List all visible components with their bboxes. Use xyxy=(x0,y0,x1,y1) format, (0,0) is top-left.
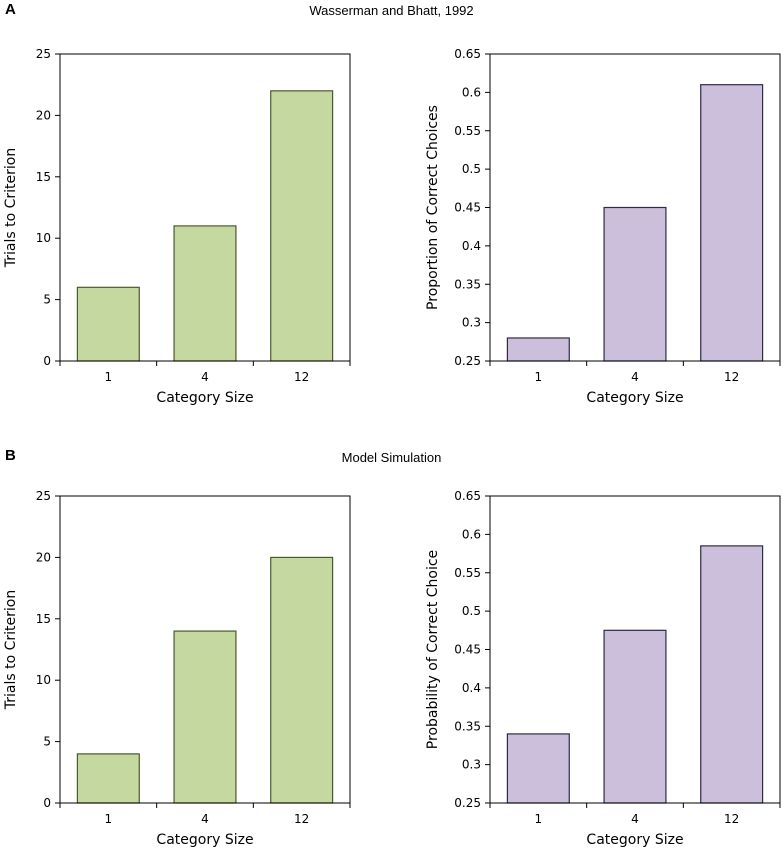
bar-b-trials-12 xyxy=(270,556,334,804)
y-tick-label-b-trials-5: 25 xyxy=(36,489,51,503)
bar-b-probability-1 xyxy=(506,733,570,804)
y-axis-label-b-probability: Probability of Correct Choice xyxy=(425,550,441,749)
y-tick-label-a-proportion-5: 0.5 xyxy=(462,162,481,176)
y-tick-label-b-probability-7: 0.6 xyxy=(462,527,481,541)
y-tick-label-a-proportion-4: 0.45 xyxy=(454,201,481,215)
x-axis-label-a-proportion: Category Size xyxy=(586,390,683,406)
y-tick-label-b-probability-4: 0.45 xyxy=(454,643,481,657)
panel-b-title: Model Simulation xyxy=(341,450,442,465)
bar-b-trials-1 xyxy=(76,753,140,804)
y-tick-label-a-trials-1: 5 xyxy=(43,293,51,307)
x-tick-label-a-proportion-1: 1 xyxy=(535,370,543,384)
y-tick-label-a-proportion-3: 0.4 xyxy=(462,239,481,253)
bar-a-proportion-12 xyxy=(700,84,764,362)
y-tick-label-a-proportion-8: 0.65 xyxy=(454,47,481,61)
y-tick-label-b-trials-0: 0 xyxy=(43,796,51,810)
panel-b-label: B xyxy=(5,447,16,464)
y-tick-label-b-trials-2: 10 xyxy=(36,673,51,687)
y-tick-label-b-trials-4: 20 xyxy=(36,550,51,564)
plot-frame-a-trials xyxy=(59,53,351,362)
panel-a-label: A xyxy=(5,1,16,18)
bar-a-proportion-1 xyxy=(506,337,570,362)
y-tick-label-b-probability-1: 0.3 xyxy=(462,758,481,772)
y-tick-label-a-trials-5: 25 xyxy=(36,47,51,61)
y-tick-label-a-trials-3: 15 xyxy=(36,170,51,184)
y-tick-label-a-proportion-7: 0.6 xyxy=(462,85,481,99)
x-tick-label-a-proportion-4: 4 xyxy=(631,370,639,384)
y-tick-label-b-probability-5: 0.5 xyxy=(462,604,481,618)
x-tick-label-a-trials-12: 12 xyxy=(294,370,309,384)
y-axis-label-a-proportion: Proportion of Correct Choices xyxy=(425,105,441,310)
bar-a-trials-1 xyxy=(76,286,140,362)
x-tick-label-b-probability-12: 12 xyxy=(724,812,739,826)
y-tick-label-a-proportion-0: 0.25 xyxy=(454,354,481,368)
bar-a-trials-12 xyxy=(270,90,334,362)
y-tick-label-b-trials-1: 5 xyxy=(43,735,51,749)
y-tick-label-a-trials-0: 0 xyxy=(43,354,51,368)
y-tick-label-b-probability-0: 0.25 xyxy=(454,796,481,810)
y-tick-label-a-trials-4: 20 xyxy=(36,108,51,122)
panel-a-title: Wasserman and Bhatt, 1992 xyxy=(309,3,474,18)
y-tick-label-a-proportion-6: 0.55 xyxy=(454,124,481,138)
bar-a-trials-4 xyxy=(173,225,237,362)
y-tick-label-b-trials-3: 15 xyxy=(36,612,51,626)
x-tick-label-b-probability-4: 4 xyxy=(631,812,639,826)
y-tick-label-a-trials-2: 10 xyxy=(36,231,51,245)
x-axis-label-b-probability: Category Size xyxy=(586,832,683,848)
x-axis-label-b-trials: Category Size xyxy=(156,832,253,848)
y-axis-label-a-trials: Trials to Criterion xyxy=(3,148,19,268)
y-tick-label-b-probability-8: 0.65 xyxy=(454,489,481,503)
y-tick-label-a-proportion-1: 0.3 xyxy=(462,316,481,330)
x-tick-label-a-trials-4: 4 xyxy=(201,370,209,384)
bar-b-probability-12 xyxy=(700,545,764,804)
x-tick-label-b-probability-1: 1 xyxy=(535,812,543,826)
plot-frame-b-trials xyxy=(59,495,351,804)
bar-b-trials-4 xyxy=(173,630,237,804)
bar-b-probability-4 xyxy=(603,629,667,804)
y-tick-label-b-probability-3: 0.4 xyxy=(462,681,481,695)
bar-a-proportion-4 xyxy=(603,206,667,362)
y-tick-label-a-proportion-2: 0.35 xyxy=(454,277,481,291)
x-tick-label-a-proportion-12: 12 xyxy=(724,370,739,384)
x-tick-label-b-trials-1: 1 xyxy=(105,812,113,826)
y-tick-label-b-probability-6: 0.55 xyxy=(454,566,481,580)
y-axis-label-b-trials: Trials to Criterion xyxy=(3,590,19,710)
x-tick-label-b-trials-12: 12 xyxy=(294,812,309,826)
x-axis-label-a-trials: Category Size xyxy=(156,390,253,406)
y-tick-label-b-probability-2: 0.35 xyxy=(454,719,481,733)
x-tick-label-b-trials-4: 4 xyxy=(201,812,209,826)
x-tick-label-a-trials-1: 1 xyxy=(105,370,113,384)
